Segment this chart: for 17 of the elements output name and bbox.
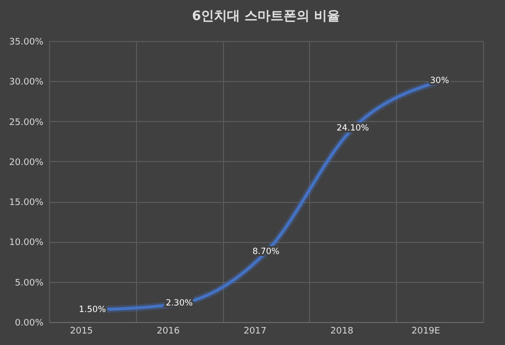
data-label: 1.50%	[78, 304, 106, 315]
x-tick-label: 2017	[244, 326, 266, 336]
y-tick-label: 15.00%	[9, 198, 44, 208]
y-tick-label: 0.00%	[14, 318, 44, 328]
x-tick-label: 2016	[156, 326, 180, 336]
y-tick-label: 5.00%	[14, 278, 44, 288]
y-tick-label: 20.00%	[9, 158, 44, 168]
y-tick-label: 25.00%	[9, 118, 44, 128]
x-tick-label: 2018	[330, 326, 354, 336]
x-tick-label: 2019E	[412, 326, 440, 336]
y-tick-label: 10.00%	[9, 238, 44, 248]
chart-title: 6인치대 스마트폰의 비율	[192, 9, 340, 24]
data-label: 2.30%	[166, 298, 193, 309]
data-label: 30%	[430, 76, 450, 86]
y-tick-label: 30.00%	[9, 78, 44, 88]
y-tick-label: 35.00%	[9, 38, 44, 48]
x-tick-label: 2015	[70, 326, 93, 336]
